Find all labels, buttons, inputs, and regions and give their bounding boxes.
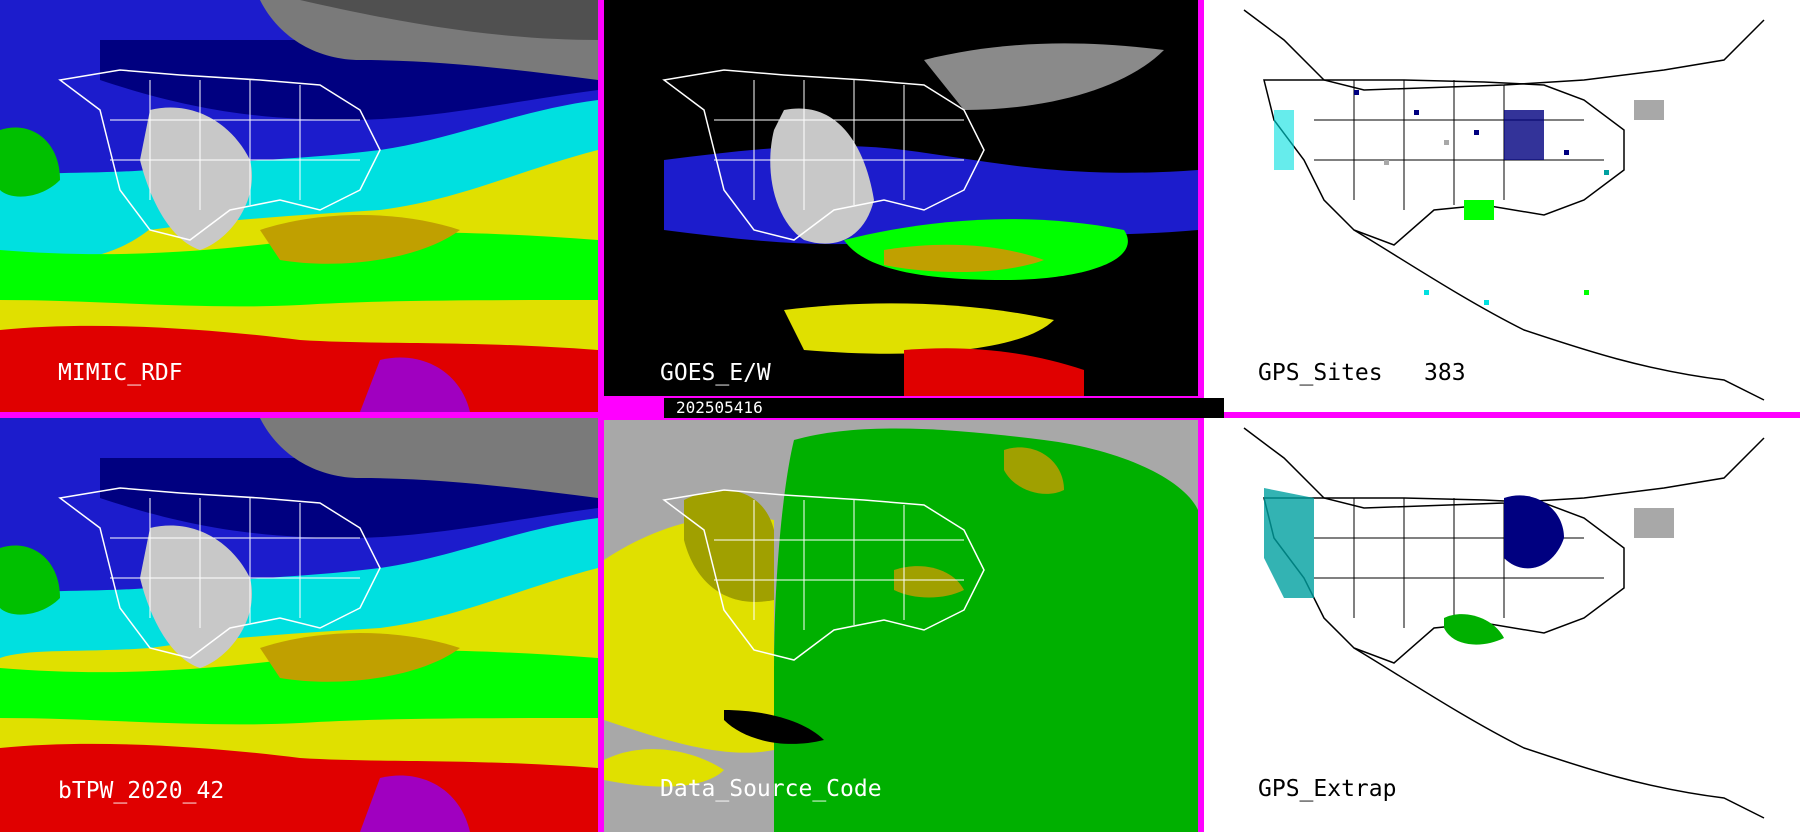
btpw-panel: bTPW_2020_42 — [0, 418, 598, 832]
btpw-label: bTPW_2020_42 — [58, 778, 225, 804]
gps-sites-count: 383 — [1424, 360, 1466, 386]
timestamp-bar — [664, 398, 1224, 418]
gps-sites-panel: GPS_Sites 383 — [1204, 0, 1800, 412]
gps-sites-map — [1204, 0, 1800, 412]
mimic-label: MIMIC_RDF — [58, 360, 183, 386]
data-source-map — [604, 420, 1198, 832]
goes-panel: GOES_E/W — [604, 0, 1198, 396]
mimic-map — [0, 0, 598, 412]
timestamp: 202505416 — [676, 398, 763, 417]
goes-label: GOES_E/W — [660, 360, 771, 386]
gps-extrap-panel: GPS_Extrap — [1204, 418, 1800, 832]
mimic-panel: MIMIC_RDF — [0, 0, 598, 412]
data-source-label: Data_Source_Code — [660, 776, 882, 802]
goes-map — [604, 0, 1198, 396]
btpw-map — [0, 418, 598, 832]
gps-sites-label: GPS_Sites — [1258, 360, 1383, 386]
data-source-panel: Data_Source_Code — [604, 420, 1198, 832]
gps-extrap-map — [1204, 418, 1800, 832]
gps-extrap-label: GPS_Extrap — [1258, 776, 1397, 802]
